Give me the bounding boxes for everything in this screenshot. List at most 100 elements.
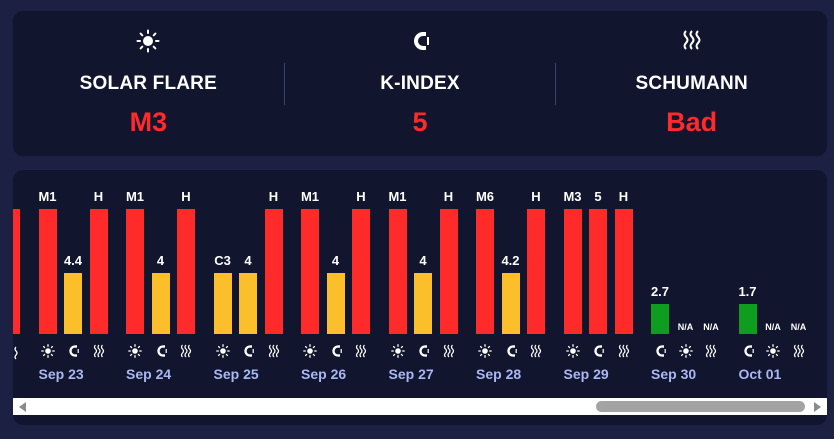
bar-value-label: 1.7 <box>738 284 757 299</box>
date-label: Sep 25 <box>213 366 259 382</box>
date-label: Sep 30 <box>651 366 697 382</box>
sun-icon <box>565 344 580 358</box>
waves-icon <box>529 344 543 358</box>
bar-value-label: M1 <box>125 189 145 204</box>
waves-icon <box>704 344 718 358</box>
bar-value-label: N/A <box>703 322 719 332</box>
date-label: Sep 29 <box>563 366 609 382</box>
scroll-thumb[interactable] <box>596 401 805 412</box>
waves-icon <box>13 346 21 360</box>
bar-value-label: 5 <box>594 189 602 204</box>
bar-value-label: 4 <box>244 252 252 268</box>
chart-bar <box>126 209 144 334</box>
bar-value-label: M1 <box>300 189 320 204</box>
magnet-icon <box>66 344 80 358</box>
waves-icon <box>617 344 631 358</box>
chart-bar <box>614 209 633 334</box>
bar-value-label: H <box>268 189 279 204</box>
bar-value-label: 4.4 <box>63 252 83 268</box>
bar-value-label: H <box>181 189 191 204</box>
sun-icon <box>766 344 780 358</box>
bar-value-label: N/A <box>765 322 781 332</box>
waves-icon <box>556 28 827 54</box>
bar-value-label: 2.7 <box>650 284 670 299</box>
sun-icon <box>478 344 492 358</box>
chart-bar <box>177 209 195 334</box>
forecast-days: M1 4.4 H Sep 23 M1 4 H Sep 24 C3 4 H Sep 25 M1 4 H Sep … <box>13 170 827 398</box>
chart-bar <box>476 209 494 334</box>
bar-value-label: H <box>531 189 541 204</box>
divider <box>555 63 557 105</box>
chart-bar <box>414 272 432 334</box>
chart-bar <box>352 209 370 334</box>
date-label: Oct 01 <box>738 366 782 382</box>
date-label: Sep 28 <box>476 366 522 382</box>
bar-value-label: C3 <box>214 252 231 268</box>
scroll-left-arrow-icon[interactable] <box>19 402 26 412</box>
sun-icon <box>13 28 284 54</box>
chart-bar <box>89 209 108 334</box>
forecast-chart-panel[interactable]: M1 4.4 H Sep 23 M1 4 H Sep 24 C3 4 H Sep 25 M1 4 H Sep … <box>13 170 827 425</box>
waves-icon <box>92 344 106 358</box>
bar-value-label: 4 <box>419 252 427 268</box>
chart-bar <box>239 272 257 334</box>
chart-bar <box>213 272 232 334</box>
waves-icon <box>179 344 193 358</box>
chart-bar <box>38 209 57 334</box>
waves-icon <box>792 344 806 358</box>
sun-icon <box>128 344 142 358</box>
chart-bar <box>501 272 520 334</box>
chart-bar <box>527 209 545 334</box>
date-label: Sep 23 <box>38 366 84 382</box>
bar-value-label: H <box>618 189 629 204</box>
magnet-icon <box>154 344 168 358</box>
chart-bar <box>301 209 319 334</box>
sun-icon <box>40 344 55 358</box>
solar-flare-value: M3 <box>129 107 168 137</box>
bar-value-label: H <box>443 189 454 204</box>
k-index-value: 5 <box>412 107 428 137</box>
magnet-icon <box>741 344 755 358</box>
magnet-icon <box>416 344 430 358</box>
solar-flare-metric: SOLAR FLARE M3 <box>13 11 284 156</box>
bar-value-label: 4 <box>156 252 165 268</box>
bar-value-label: H <box>93 189 104 204</box>
bar-value-label: H <box>356 189 366 204</box>
date-label: Sep 26 <box>301 366 347 382</box>
chart-bar <box>151 272 170 334</box>
summary-panel: SOLAR FLARE M3 K-INDEX 5 SCHUMA <box>13 11 827 156</box>
magnet-icon <box>285 28 556 54</box>
date-label: Sep 24 <box>126 366 172 382</box>
bar-value-label: M3 <box>563 189 582 204</box>
chart-bar <box>563 209 582 334</box>
chart-bar <box>439 209 458 334</box>
bar-value-label: N/A <box>790 322 807 332</box>
horizontal-scrollbar[interactable] <box>13 398 827 415</box>
magnet-icon <box>504 344 518 358</box>
sun-icon <box>215 344 230 358</box>
chart-bar <box>388 209 407 334</box>
sun-icon <box>678 344 693 358</box>
chart-bar <box>738 304 757 334</box>
schumann-metric: SCHUMANN Bad <box>556 11 827 156</box>
sun-icon <box>303 344 317 358</box>
schumann-value: Bad <box>666 107 718 137</box>
sun-icon <box>390 344 405 358</box>
waves-icon <box>354 344 368 358</box>
waves-icon <box>442 344 456 358</box>
k-index-label: K-INDEX <box>380 73 460 94</box>
magnet-icon <box>329 344 343 358</box>
chart-bar <box>64 272 82 334</box>
bar-value-label: M1 <box>38 189 57 204</box>
scroll-right-arrow-icon[interactable] <box>814 402 821 412</box>
chart-bar <box>326 272 345 334</box>
magnet-icon <box>241 344 255 358</box>
magnet-icon <box>591 344 605 358</box>
bar-value-label: M1 <box>388 189 407 204</box>
chart-bar <box>264 209 283 334</box>
solar-flare-label: SOLAR FLARE <box>79 73 217 94</box>
k-index-metric: K-INDEX 5 <box>285 11 556 156</box>
chart-bar <box>13 209 20 334</box>
bar-value-label: 4 <box>331 252 340 268</box>
date-label: Sep 27 <box>388 366 434 382</box>
